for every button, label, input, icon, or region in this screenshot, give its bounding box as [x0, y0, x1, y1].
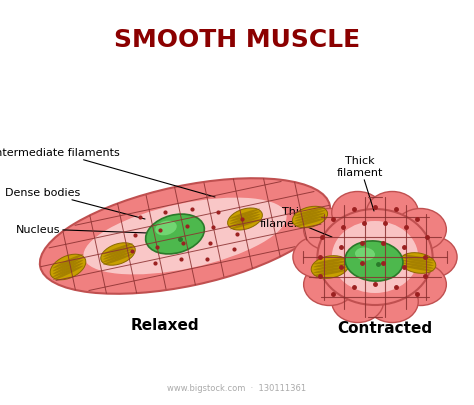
Ellipse shape: [402, 258, 434, 264]
Ellipse shape: [366, 192, 418, 234]
Ellipse shape: [101, 243, 135, 266]
Ellipse shape: [295, 216, 325, 224]
Ellipse shape: [230, 214, 260, 224]
Ellipse shape: [366, 281, 418, 323]
Ellipse shape: [313, 261, 346, 268]
Ellipse shape: [394, 264, 447, 306]
Ellipse shape: [402, 260, 434, 266]
Text: Thin
filament: Thin filament: [260, 207, 332, 237]
Ellipse shape: [304, 209, 356, 251]
Ellipse shape: [155, 221, 177, 236]
Ellipse shape: [405, 237, 457, 278]
Ellipse shape: [313, 258, 346, 265]
Ellipse shape: [332, 222, 418, 293]
Ellipse shape: [400, 253, 436, 274]
Ellipse shape: [293, 237, 345, 278]
Ellipse shape: [103, 246, 133, 257]
Text: Dense bodies: Dense bodies: [5, 188, 145, 220]
Ellipse shape: [230, 209, 260, 219]
Ellipse shape: [402, 255, 434, 261]
Ellipse shape: [345, 241, 403, 281]
Ellipse shape: [103, 243, 133, 255]
Ellipse shape: [311, 256, 349, 279]
Ellipse shape: [318, 209, 433, 305]
Ellipse shape: [402, 263, 434, 269]
Ellipse shape: [53, 263, 83, 277]
Text: Relaxed: Relaxed: [131, 317, 199, 332]
Text: Thick
filament: Thick filament: [337, 156, 383, 211]
Ellipse shape: [304, 264, 356, 306]
Text: www.bigstock.com  ·  130111361: www.bigstock.com · 130111361: [167, 383, 307, 392]
Ellipse shape: [332, 192, 383, 234]
Ellipse shape: [295, 213, 325, 222]
Ellipse shape: [50, 255, 86, 280]
Text: Intermediate filaments: Intermediate filaments: [0, 148, 215, 198]
Ellipse shape: [313, 264, 346, 271]
Ellipse shape: [295, 211, 325, 219]
Ellipse shape: [295, 208, 325, 216]
Ellipse shape: [292, 207, 328, 228]
Ellipse shape: [402, 266, 434, 272]
Ellipse shape: [230, 212, 260, 222]
Ellipse shape: [53, 257, 83, 272]
Text: Contracted: Contracted: [337, 320, 433, 335]
Ellipse shape: [313, 267, 346, 273]
Text: SMOOTH MUSCLE: SMOOTH MUSCLE: [114, 28, 360, 52]
Ellipse shape: [332, 281, 383, 323]
Ellipse shape: [53, 266, 83, 280]
Ellipse shape: [313, 270, 346, 276]
Ellipse shape: [295, 218, 325, 227]
Ellipse shape: [53, 254, 83, 269]
Ellipse shape: [228, 209, 263, 230]
Ellipse shape: [53, 260, 83, 275]
Ellipse shape: [355, 248, 375, 261]
Ellipse shape: [146, 215, 204, 254]
Ellipse shape: [40, 179, 330, 294]
Ellipse shape: [83, 198, 287, 275]
Ellipse shape: [230, 217, 260, 227]
Ellipse shape: [230, 220, 260, 230]
Ellipse shape: [103, 252, 133, 262]
Text: Nucleus: Nucleus: [16, 224, 148, 234]
Ellipse shape: [394, 209, 447, 251]
Ellipse shape: [103, 254, 133, 265]
Ellipse shape: [103, 249, 133, 260]
